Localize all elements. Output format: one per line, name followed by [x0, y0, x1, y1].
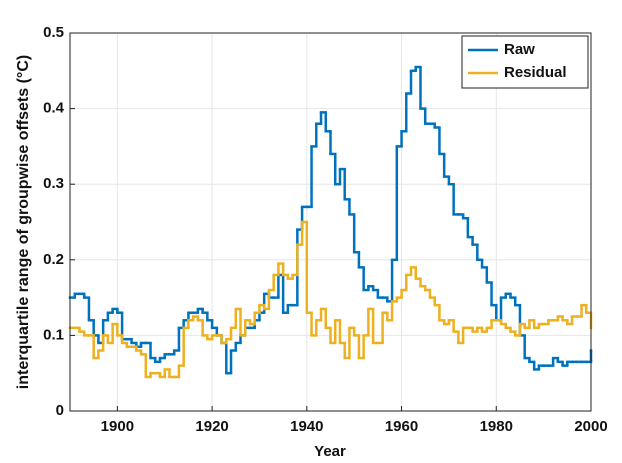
x-axis-label: Year [314, 443, 346, 460]
x-tick-label: 1900 [101, 418, 134, 435]
series [68, 65, 593, 375]
legend-label: Residual [504, 64, 567, 81]
y-tick-label: 0 [56, 402, 64, 419]
plot-area [70, 33, 591, 411]
y-axis-label: interquartile range of groupwise offsets… [15, 55, 32, 389]
x-tick-label: 1960 [385, 418, 418, 435]
y-tick-label: 0.4 [43, 100, 65, 117]
x-tick-label: 2000 [574, 418, 607, 435]
x-tick-label: 1940 [290, 418, 323, 435]
x-tick-label: 1920 [195, 418, 228, 435]
y-tick-label: 0.1 [43, 326, 64, 343]
legend-box [461, 35, 589, 89]
x-tick-label: 1980 [480, 418, 513, 435]
axes-box [69, 32, 592, 412]
y-tick-label: 0.5 [43, 24, 64, 41]
legend-label: Raw [504, 41, 535, 58]
y-tick-label: 0.3 [43, 175, 64, 192]
y-tick-label: 0.2 [43, 251, 64, 268]
series [68, 220, 593, 379]
